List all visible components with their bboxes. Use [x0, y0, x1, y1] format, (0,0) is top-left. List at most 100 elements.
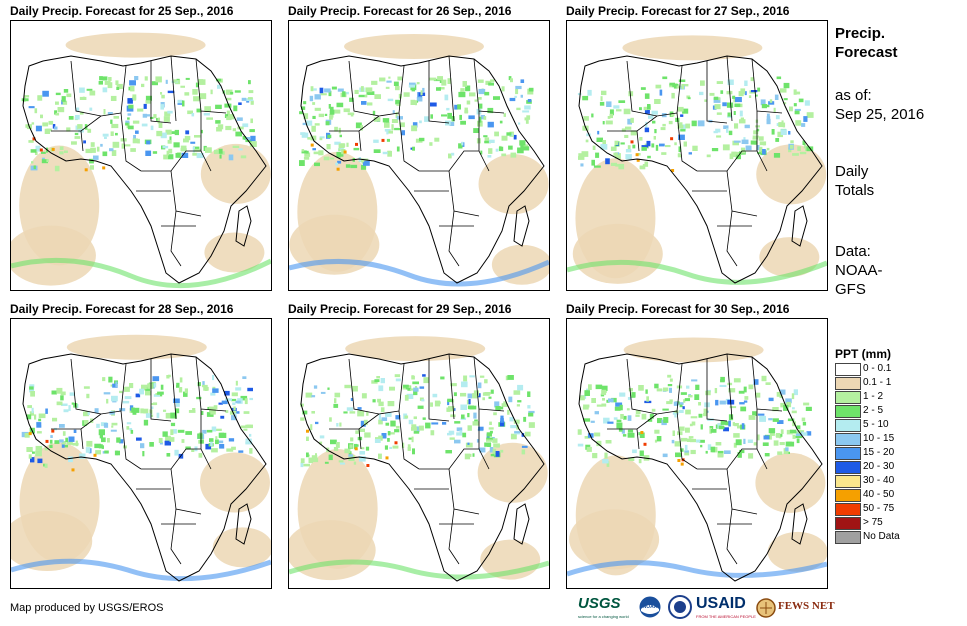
precip-cell	[109, 148, 114, 152]
precip-cell	[691, 421, 696, 426]
precip-cell	[394, 127, 401, 131]
precip-cell	[46, 159, 49, 163]
precip-cell	[397, 76, 403, 81]
precip-cell	[347, 112, 355, 116]
precip-cell	[740, 88, 746, 94]
precip-cell	[469, 375, 475, 378]
precip-cell	[494, 401, 500, 408]
precip-cell	[602, 140, 606, 146]
precip-cell	[645, 121, 648, 128]
precip-cell	[748, 415, 756, 420]
precip-cell	[242, 123, 249, 128]
precip-cell	[361, 164, 367, 170]
precip-cell	[412, 381, 419, 385]
precip-cell	[635, 414, 640, 417]
precip-cell	[803, 142, 807, 149]
precip-cell	[249, 141, 257, 147]
precip-cell	[304, 152, 311, 157]
precip-cell	[675, 117, 680, 122]
precip-cell	[618, 100, 626, 103]
precip-cell	[601, 389, 607, 396]
precip-cell	[217, 124, 224, 130]
precip-cell	[691, 120, 697, 127]
precip-cell	[147, 383, 153, 389]
precip-cell	[430, 402, 433, 407]
precip-cell	[500, 420, 505, 427]
precip-cell	[486, 439, 492, 442]
precip-cell	[729, 406, 737, 409]
precip-cell	[158, 438, 163, 443]
precip-cell	[607, 421, 614, 424]
precip-cell	[66, 441, 73, 445]
precip-cell	[312, 102, 316, 105]
precip-cell-heavy	[102, 166, 106, 170]
precip-cell	[755, 94, 758, 97]
precip-cell	[683, 141, 687, 147]
country-border	[51, 413, 102, 430]
precip-cell	[668, 120, 673, 125]
precip-cell	[644, 400, 652, 404]
precip-cell	[329, 114, 334, 118]
precip-cell	[680, 114, 684, 117]
precip-cell	[637, 153, 641, 156]
precip-cell	[395, 99, 401, 105]
legend-label: 15 - 20	[863, 447, 895, 458]
precip-cell	[155, 76, 162, 83]
precip-cell	[478, 426, 484, 431]
precip-cell	[212, 388, 219, 393]
precip-cell	[72, 442, 79, 446]
precip-cell	[639, 137, 643, 141]
precip-cell	[336, 151, 341, 158]
precip-cell	[517, 384, 524, 391]
precip-cell	[228, 154, 234, 161]
precip-cell	[179, 377, 183, 383]
precip-cell	[686, 95, 691, 99]
country-border	[726, 55, 733, 122]
precip-cell	[300, 403, 304, 407]
precip-cell	[49, 444, 53, 448]
legend-label: 20 - 30	[863, 461, 895, 472]
precip-cell-heavy	[680, 462, 684, 466]
precip-cell	[424, 116, 430, 122]
precip-cell	[102, 133, 109, 137]
precip-cell	[166, 453, 171, 457]
dry-area	[65, 32, 206, 58]
precip-cell	[445, 450, 452, 454]
precip-cell	[37, 431, 42, 434]
precip-cell	[628, 457, 635, 461]
precip-cell	[329, 417, 332, 422]
precip-cell	[416, 82, 420, 85]
precip-cell	[156, 130, 163, 137]
precip-cell	[303, 156, 310, 160]
precip-cell	[174, 145, 178, 147]
precip-cell	[191, 113, 195, 117]
precip-cell	[663, 417, 669, 423]
precip-cell	[31, 407, 34, 414]
precip-cell	[104, 450, 109, 454]
precip-cell	[73, 429, 77, 433]
precip-cell	[602, 459, 609, 464]
precip-cell	[301, 149, 305, 152]
precip-cell	[501, 153, 507, 157]
precip-cell	[110, 95, 117, 101]
precip-cell	[181, 152, 189, 158]
precip-cell	[389, 446, 392, 449]
precip-cell	[489, 421, 492, 425]
precip-cell	[307, 137, 311, 140]
precip-cell	[243, 428, 248, 431]
precip-cell	[299, 160, 305, 166]
precip-cell	[210, 392, 216, 396]
precip-cell	[408, 84, 415, 88]
precip-cell	[703, 408, 708, 414]
precip-cell	[311, 395, 316, 398]
precip-cell	[55, 92, 61, 96]
precip-cell	[373, 149, 381, 153]
precip-cell	[440, 376, 445, 380]
precip-cell	[793, 389, 798, 396]
country-border	[70, 60, 122, 117]
precip-cell	[460, 404, 467, 410]
precip-cell	[387, 438, 390, 442]
precip-cell	[486, 437, 493, 440]
precip-cell	[609, 109, 614, 116]
precip-cell	[175, 408, 180, 414]
